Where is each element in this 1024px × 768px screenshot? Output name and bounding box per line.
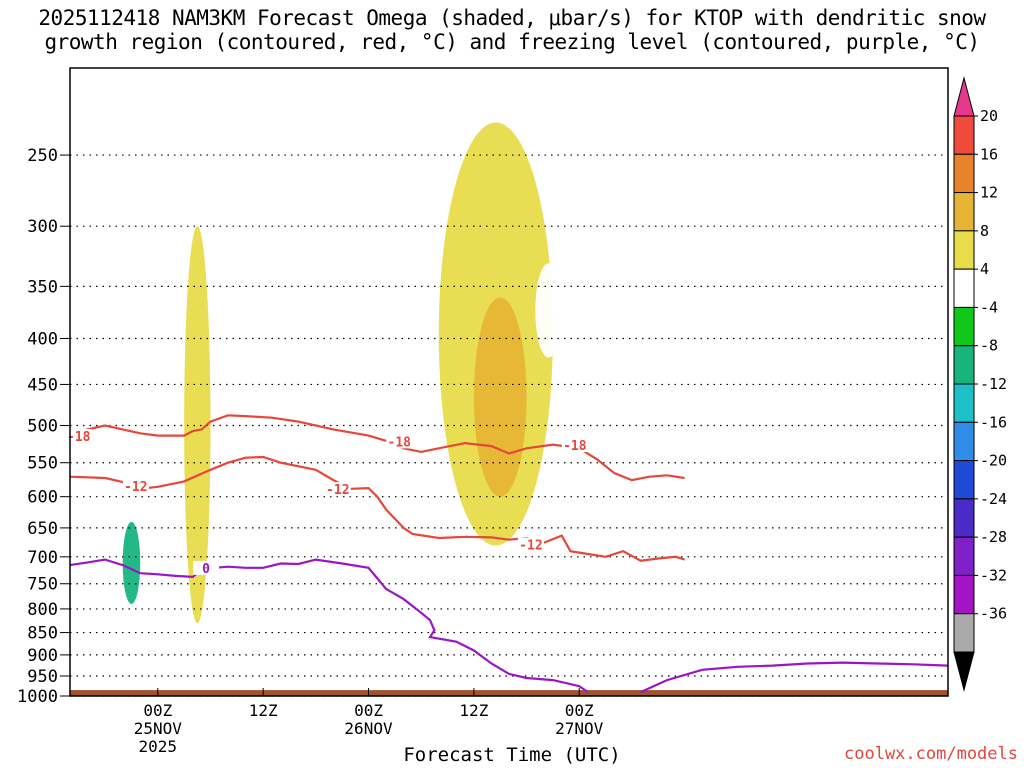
colorbar-label-9: -20 (980, 452, 1007, 470)
colorbar-box-0 (953, 115, 975, 155)
contour-label-0: -18 (67, 430, 91, 445)
omega-shade-6 (605, 375, 632, 463)
y-tick-label-450: 450 (27, 375, 58, 395)
colorbar-box-11 (953, 536, 975, 576)
colorbar-label-1: 16 (980, 145, 998, 163)
colorbar-label-0: 20 (980, 107, 998, 125)
colorbar-label-13: -36 (980, 605, 1007, 623)
x-tick-label-2: 00Z (354, 701, 383, 720)
contour-label-bg-0 (65, 429, 92, 444)
colorbar-top-arrow (953, 76, 975, 117)
colorbar-box-3 (953, 230, 975, 270)
colorbar-box-9 (953, 460, 975, 500)
colorbar-box-12 (953, 574, 975, 615)
x-tick-date-4: 27NOV (555, 719, 604, 738)
colorbar-box-8 (953, 421, 975, 462)
contour-line-0-2 (69, 558, 589, 694)
contour-label-bg-3 (517, 537, 544, 552)
y-tick-label-250: 250 (27, 146, 58, 166)
contour-label-bg-5 (561, 438, 588, 453)
colorbar-box-13 (953, 613, 975, 653)
colorbar-label-12: -32 (980, 566, 1007, 584)
omega-shade-2 (473, 297, 527, 497)
y-tick-label-850: 850 (27, 624, 58, 644)
y-tick-label-300: 300 (27, 217, 58, 237)
y-tick-label-900: 900 (27, 646, 58, 666)
omega-shade-4 (122, 521, 141, 605)
y-tick-label-550: 550 (27, 454, 58, 474)
colorbar-box-6 (953, 345, 975, 385)
colorbar: 20 16 12 8 4 -4 -8 -12 -16 -20 -24 -28 -32 -36 (953, 76, 1007, 692)
omega-shade-5 (535, 263, 562, 358)
colorbar-box-10 (953, 498, 975, 538)
ground-terrain (70, 690, 948, 696)
colorbar-label-4: 4 (980, 260, 989, 278)
contour-label-bg-2 (324, 482, 351, 497)
y-tick-label-500: 500 (27, 417, 58, 437)
contour-label-bg-1 (122, 478, 149, 493)
colorbar-label-7: -12 (980, 375, 1007, 393)
contour-label-4: -18 (388, 435, 412, 450)
colorbar-box-7 (953, 383, 975, 423)
y-tick-label-750: 750 (27, 575, 58, 595)
colorbar-label-3: 8 (980, 222, 989, 240)
colorbar-box-2 (953, 192, 975, 232)
colorbar-bottom-arrow (953, 651, 975, 692)
x-tick-label-0: 00Z (143, 701, 172, 720)
colorbar-label-8: -16 (980, 413, 1007, 431)
plot-frame (69, 67, 949, 697)
colorbar-box-1 (953, 153, 975, 194)
omega-shade-0 (184, 226, 211, 624)
colorbar-label-5: -4 (980, 298, 998, 316)
x-tick-label-4: 00Z (565, 701, 594, 720)
colorbar-label-6: -8 (980, 337, 998, 355)
y-tick-label-1000: 1000 (17, 687, 58, 707)
x-tick-label-1: 12Z (249, 701, 278, 720)
colorbar-label-11: -28 (980, 528, 1007, 546)
y-tick-label-350: 350 (27, 277, 58, 297)
x-tick-label-3: 12Z (459, 701, 488, 720)
x-tick-year-0: 2025 (139, 737, 178, 756)
x-tick-date-2: 26NOV (344, 719, 393, 738)
contour-line-0-3 (640, 661, 949, 694)
colorbar-label-10: -24 (980, 490, 1007, 508)
colorbar-box-4 (953, 268, 975, 308)
contour-label-3: -12 (519, 539, 542, 554)
contour-label-6: 0 (202, 562, 210, 577)
chart-title-line2: growth region (contoured, red, °C) and f… (44, 30, 980, 54)
y-tick-label-950: 950 (27, 667, 58, 687)
credit-link[interactable]: coolwx.com/models (844, 744, 1018, 764)
colorbar-label-2: 12 (980, 184, 998, 202)
contour-label-5: -18 (563, 439, 587, 454)
plot-area: 2503003504004505005506006507007508008509… (17, 67, 949, 756)
y-tick-label-800: 800 (27, 600, 58, 620)
colorbar-box-5 (953, 306, 975, 347)
contour-label-1: -12 (124, 480, 147, 495)
contour-label-bg-4 (386, 434, 413, 449)
x-axis-title: Forecast Time (UTC) (403, 744, 621, 766)
y-tick-label-700: 700 (27, 548, 58, 568)
y-tick-label-650: 650 (27, 519, 58, 539)
contour-line--12-1 (69, 455, 685, 562)
y-tick-label-600: 600 (27, 488, 58, 508)
chart-title-line1: 2025112418 NAM3KM Forecast Omega (shaded… (38, 6, 986, 30)
contour-label-2: -12 (326, 483, 349, 498)
x-tick-date-0: 25NOV (134, 719, 183, 738)
contour-label-bg-6 (193, 560, 220, 575)
omega-shade-7 (491, 618, 527, 647)
y-tick-label-400: 400 (27, 329, 58, 349)
chart-title: 2025112418 NAM3KM Forecast Omega (shaded… (0, 6, 1024, 54)
